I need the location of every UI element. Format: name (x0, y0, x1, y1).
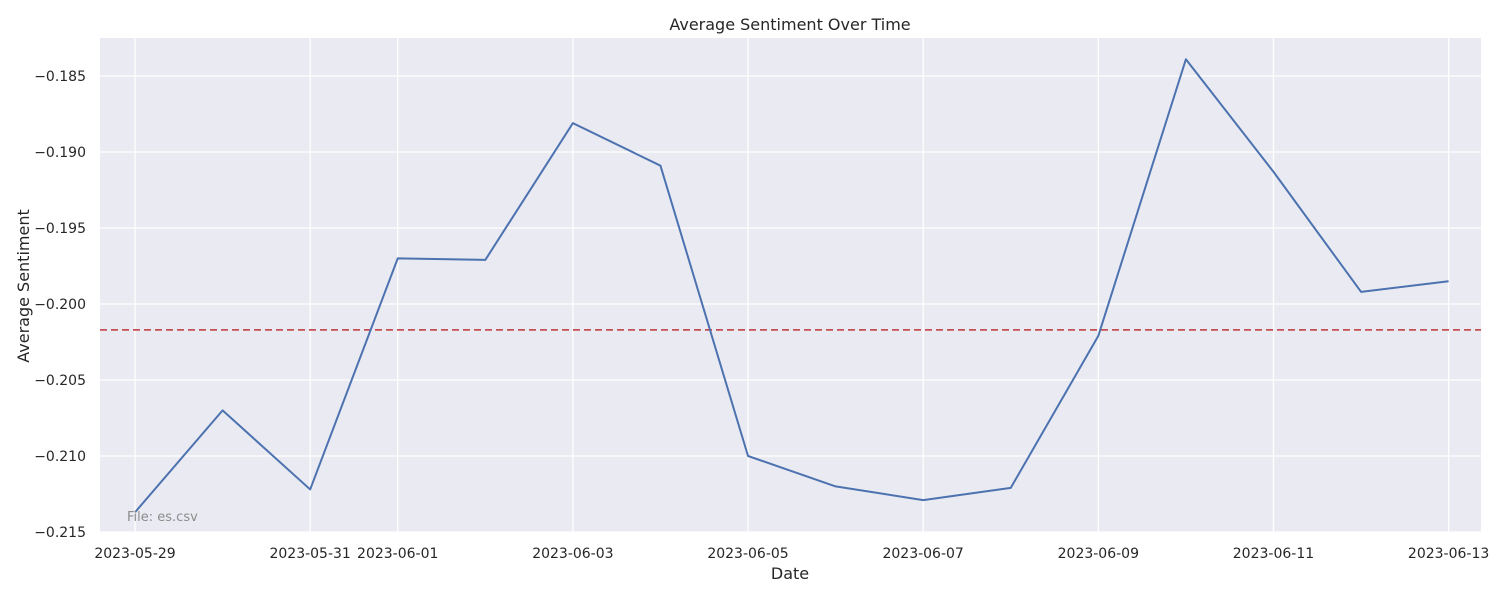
y-tick-label: −0.205 (34, 373, 86, 389)
x-tick-label: 2023-06-01 (357, 546, 438, 562)
file-annotation: File: es.csv (127, 510, 198, 525)
y-tick-labels: −0.185 −0.190 −0.195 −0.200 −0.205 −0.210 −0.2… (34, 69, 86, 541)
x-tick-label: 2023-06-11 (1233, 546, 1314, 562)
y-axis-title: Average Sentiment (14, 209, 33, 363)
chart-title: Average Sentiment Over Time (669, 15, 910, 34)
x-axis-title: Date (771, 564, 809, 583)
y-tick-label: −0.200 (34, 297, 86, 313)
x-tick-label: 2023-05-29 (94, 546, 175, 562)
y-tick-label: −0.210 (34, 449, 86, 465)
x-tick-label: 2023-06-05 (707, 546, 788, 562)
y-tick-label: −0.185 (34, 69, 86, 85)
plot-background (100, 38, 1481, 532)
x-tick-label: 2023-06-13 (1408, 546, 1489, 562)
y-tick-label: −0.190 (34, 145, 86, 161)
y-tick-label: −0.195 (34, 221, 86, 237)
series-group (134, 58, 1449, 513)
x-tick-labels: 2023-05-29 2023-05-31 2023-06-01 2023-06-03… (94, 546, 1489, 562)
x-tick-label: 2023-06-03 (532, 546, 613, 562)
x-tick-label: 2023-05-31 (269, 546, 350, 562)
x-tick-label: 2023-06-09 (1058, 546, 1139, 562)
x-tick-label: 2023-06-07 (882, 546, 963, 562)
y-tick-label: −0.215 (34, 525, 86, 541)
series-line (134, 58, 1449, 513)
grid-lines (100, 38, 1481, 533)
